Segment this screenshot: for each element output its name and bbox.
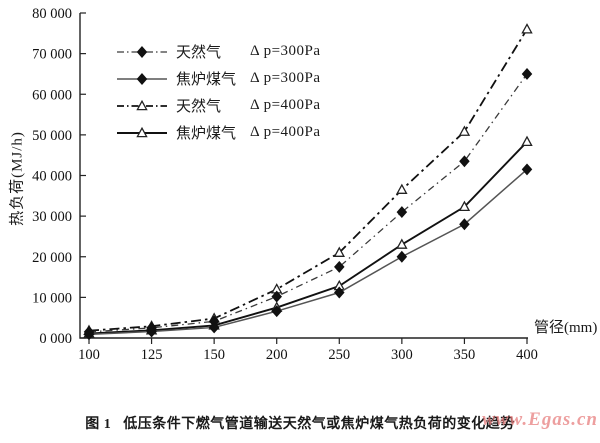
- marker-triangle: [396, 238, 408, 249]
- x-tick-label: 400: [516, 347, 538, 363]
- y-tick-label: 20 000: [32, 250, 72, 266]
- y-tick-label: 60 000: [32, 87, 72, 103]
- x-tick-label: 300: [391, 347, 413, 363]
- marker-diamond: [396, 206, 408, 219]
- series-line: [88, 28, 528, 332]
- marker-diamond: [208, 321, 220, 334]
- legend-item: 天然气 Δ p=300Pa: [116, 38, 321, 65]
- marker-diamond: [271, 290, 282, 303]
- marker-diamond: [459, 218, 470, 231]
- legend-series-label: 焦炉煤气: [176, 72, 237, 88]
- legend-item: 焦炉煤气 Δ p=400Pa: [116, 119, 321, 146]
- legend-sample-1: [116, 72, 168, 86]
- series-line: [88, 73, 528, 333]
- marker-triangle: [333, 246, 345, 257]
- legend-sample-3: [116, 126, 168, 140]
- y-tick-label: 50 000: [32, 128, 72, 144]
- marker-diamond: [521, 67, 533, 80]
- y-tick-label: 40 000: [32, 169, 72, 185]
- legend-series-label: 天然气: [176, 99, 222, 115]
- series-line: [88, 168, 528, 336]
- marker-diamond: [334, 286, 345, 299]
- series-line: [88, 141, 528, 335]
- marker-diamond: [459, 155, 470, 168]
- x-tick-label: 150: [203, 347, 225, 363]
- legend-series-label: 焦炉煤气: [176, 126, 237, 142]
- marker-triangle: [136, 99, 148, 110]
- marker-diamond: [271, 305, 282, 318]
- marker-diamond: [334, 260, 345, 273]
- marker-diamond: [83, 328, 95, 341]
- series-1: [83, 163, 533, 341]
- marker-diamond: [521, 163, 533, 176]
- y-tick-label: 0 000: [39, 331, 72, 347]
- legend-pressure-label: Δ p=300Pa: [250, 70, 321, 86]
- marker-triangle: [521, 23, 533, 34]
- legend-pressure-label: Δ p=300Pa: [250, 43, 321, 59]
- x-axis-title: 管径(mm): [534, 320, 598, 336]
- caption-text: 低压条件下燃气管道输送天然气或焦炉煤气热负荷的变化趋势: [123, 417, 515, 432]
- y-tick-label: 30 000: [32, 209, 72, 225]
- y-tick-label: 80 000: [32, 6, 72, 22]
- line-chart: 0 000 10 000 20 000 30 000 40 000 50 000 60 00…: [32, 6, 538, 363]
- x-tick-label: 350: [454, 347, 476, 363]
- legend-series-label: 天然气: [176, 45, 222, 61]
- legend-item: 焦炉煤气 Δ p=300Pa: [116, 65, 321, 92]
- marker-triangle: [458, 125, 471, 136]
- x-tick-label: 250: [328, 347, 350, 363]
- y-tick-label: 10 000: [32, 290, 72, 306]
- x-tick-label: 125: [141, 347, 163, 363]
- legend-sample-2: [116, 99, 168, 113]
- marker-diamond: [136, 72, 148, 85]
- x-tick-label: 100: [78, 347, 100, 363]
- figure-caption: 图 1 低压条件下燃气管道输送天然气或焦炉煤气热负荷的变化趋势: [0, 413, 600, 433]
- y-axis-title: 热负荷(MJ/h): [9, 131, 26, 226]
- legend: 天然气 Δ p=300Pa 焦炉煤气 Δ p=300Pa 天然气 Δ p=400…: [116, 38, 321, 146]
- marker-diamond: [396, 250, 408, 263]
- marker-diamond: [136, 45, 148, 58]
- figure-label: 图 1: [85, 417, 112, 432]
- x-tick-label: 200: [266, 347, 288, 363]
- marker-triangle: [521, 135, 533, 147]
- marker-triangle: [396, 183, 408, 194]
- legend-sample-0: [116, 45, 168, 59]
- legend-pressure-label: Δ p=400Pa: [250, 124, 321, 140]
- marker-triangle: [458, 200, 471, 212]
- legend-pressure-label: Δ p=400Pa: [250, 97, 321, 113]
- marker-triangle: [136, 126, 148, 137]
- watermark: www.Egas.cn: [482, 409, 598, 430]
- marker-diamond: [146, 325, 157, 338]
- y-tick-label: 70 000: [32, 47, 72, 63]
- legend-item: 天然气 Δ p=400Pa: [116, 92, 321, 119]
